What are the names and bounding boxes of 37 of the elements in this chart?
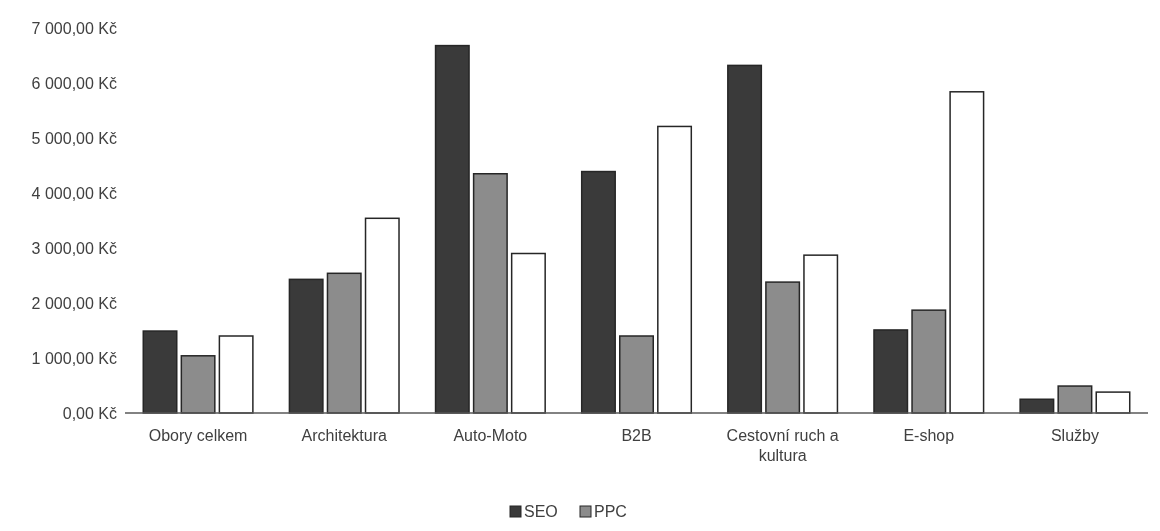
legend-label: SEO: [524, 503, 558, 520]
y-tick-label: 5 000,00 Kč: [31, 129, 117, 147]
bar: [727, 64, 763, 414]
bar: [911, 309, 947, 414]
bar: [434, 44, 470, 414]
y-tick-label: 2 000,00 Kč: [31, 294, 117, 312]
y-tick-label: 3 000,00 Kč: [31, 239, 117, 257]
x-tick-label: Cestovní ruch a kultura: [726, 427, 839, 464]
bar: [180, 355, 216, 414]
y-tick-label: 7 000,00 Kč: [31, 19, 117, 37]
bar: [765, 281, 801, 414]
bar: [949, 91, 985, 414]
bar: [1095, 391, 1131, 414]
y-tick-label: 0,00 Kč: [62, 404, 117, 422]
bar: [803, 254, 839, 414]
y-tick-label: 4 000,00 Kč: [31, 184, 117, 202]
bar: [472, 173, 508, 414]
x-tick-label: E-shop: [903, 427, 955, 444]
bar: [288, 278, 324, 414]
y-tick-label: 1 000,00 Kč: [31, 349, 117, 367]
bar: [619, 335, 654, 414]
bar: [1057, 385, 1093, 414]
bar: [218, 335, 254, 414]
bar: [326, 272, 362, 414]
bar: [510, 252, 546, 414]
x-tick-label: Obory celkem: [148, 427, 248, 444]
bar: [580, 170, 616, 414]
y-tick-label: 6 000,00 Kč: [31, 74, 117, 92]
x-tick-label: B2B: [621, 427, 652, 444]
x-tick-label: Architektura: [301, 427, 387, 444]
x-tick-label: Služby: [1050, 427, 1099, 444]
bar: [657, 125, 693, 414]
legend-label: PPC: [594, 503, 627, 520]
x-tick-label: Auto-Moto: [453, 427, 528, 444]
bar: [873, 329, 909, 414]
bar: [142, 330, 178, 414]
bar: [364, 217, 400, 414]
